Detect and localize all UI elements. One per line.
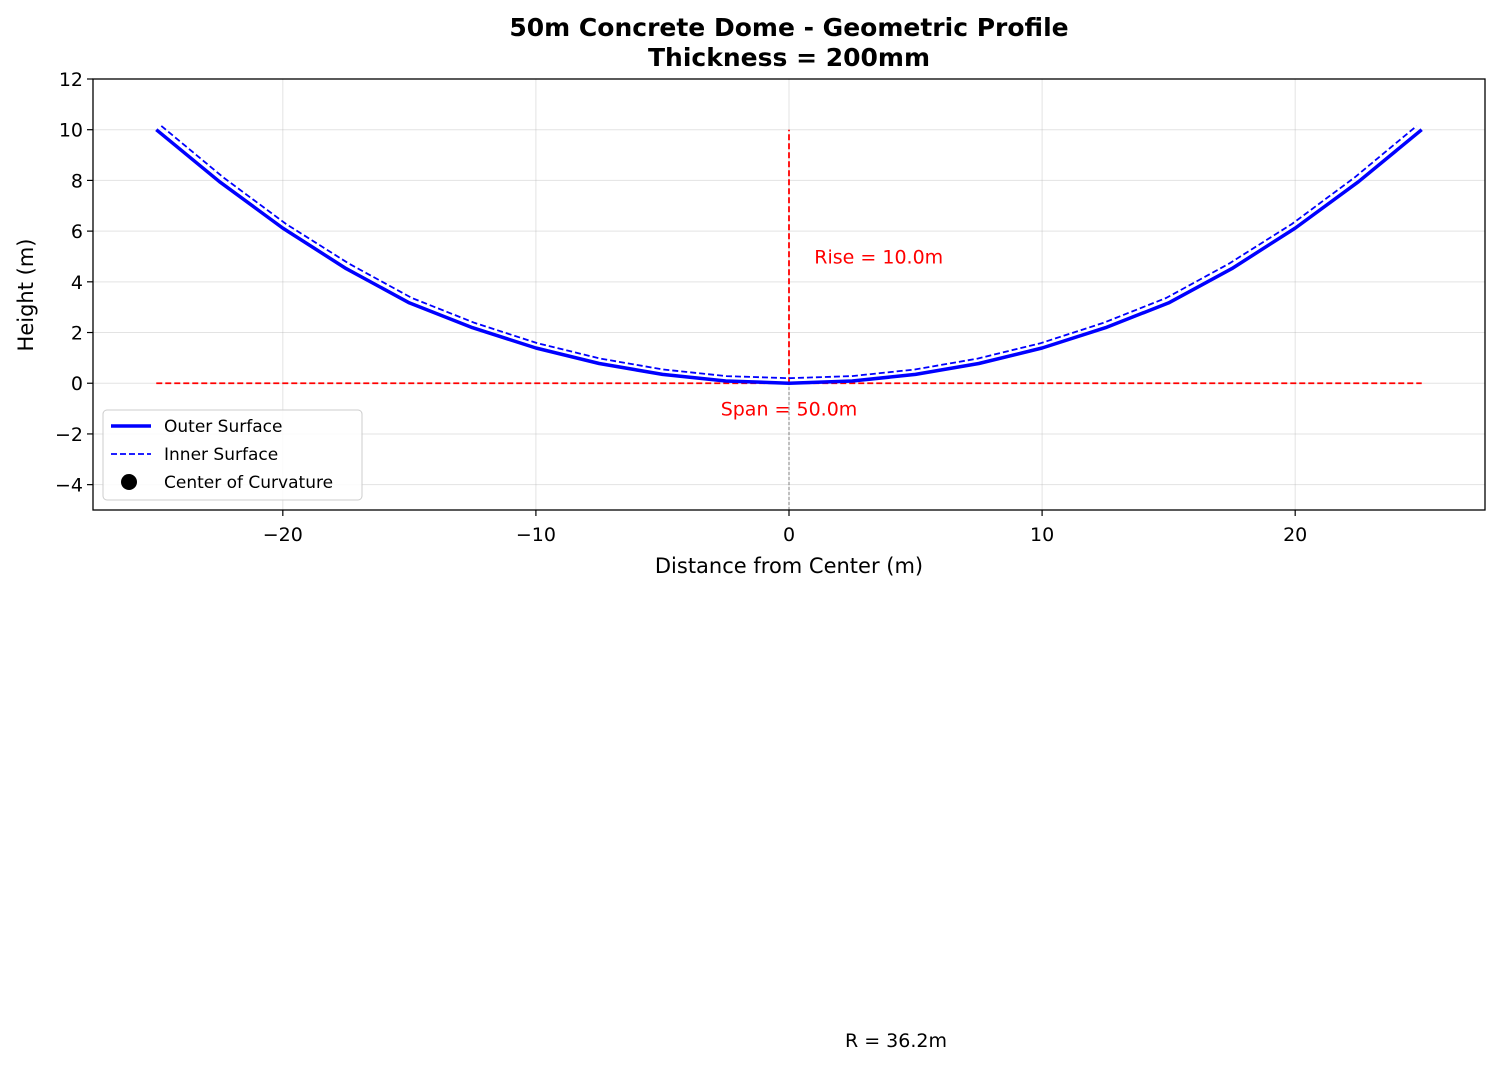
y-tick-label: −4 bbox=[55, 475, 83, 497]
chart-subtitle: Thickness = 200mm bbox=[648, 43, 930, 72]
span-annotation: Span = 50.0m bbox=[721, 399, 858, 421]
inner-surface-line bbox=[160, 125, 1418, 380]
y-axis-label: Height (m) bbox=[14, 239, 38, 352]
x-tick-label: 0 bbox=[783, 524, 795, 546]
legend-swatch-center bbox=[121, 474, 137, 490]
radius-note: R = 36.2m bbox=[845, 1030, 947, 1052]
x-tick-label: −20 bbox=[263, 524, 303, 546]
y-tick-label: 2 bbox=[71, 323, 83, 345]
x-tick-label: 20 bbox=[1283, 524, 1307, 546]
y-tick-label: 4 bbox=[71, 272, 83, 294]
rise-annotation: Rise = 10.0m bbox=[814, 246, 943, 268]
x-tick-label: 10 bbox=[1030, 524, 1054, 546]
y-tick-label: 8 bbox=[71, 170, 83, 192]
y-tick-label: 10 bbox=[59, 120, 83, 142]
x-axis-label: Distance from Center (m) bbox=[655, 554, 923, 578]
legend-label-outer: Outer Surface bbox=[164, 417, 282, 437]
legend-box bbox=[102, 409, 363, 501]
outer-surface-line bbox=[155, 128, 1423, 385]
series-lines bbox=[155, 125, 1423, 385]
x-tick-label: −10 bbox=[516, 524, 556, 546]
legend: Outer Surface Inner Surface Center of Cu… bbox=[102, 409, 363, 501]
chart-title: 50m Concrete Dome - Geometric Profile bbox=[509, 13, 1068, 42]
legend-label-inner: Inner Surface bbox=[164, 445, 278, 465]
y-tick-label: 6 bbox=[71, 221, 83, 243]
y-tick-label: −2 bbox=[55, 424, 83, 446]
y-tick-label: 0 bbox=[71, 373, 83, 395]
legend-label-center: Center of Curvature bbox=[164, 473, 333, 493]
y-tick-label: 12 bbox=[59, 69, 83, 91]
